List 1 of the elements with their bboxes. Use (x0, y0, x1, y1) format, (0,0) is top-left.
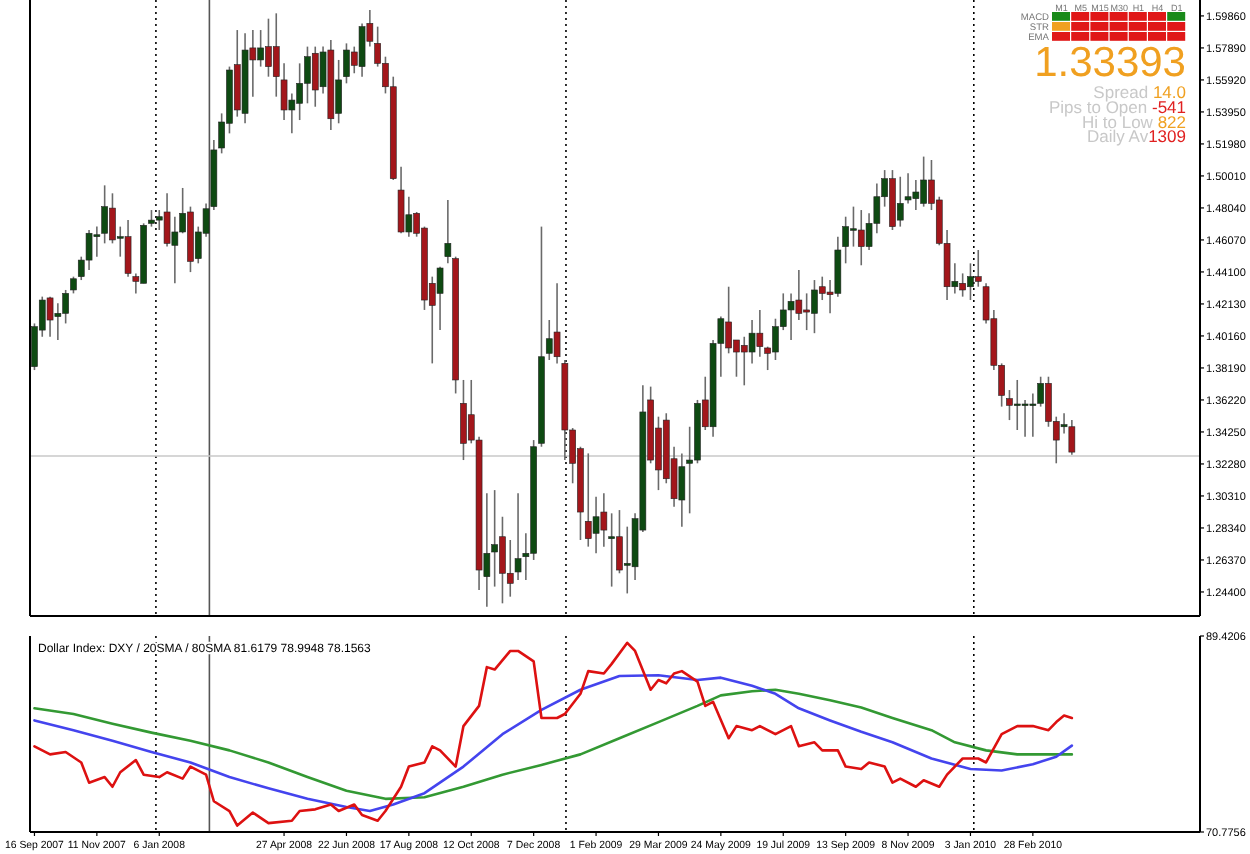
annotation: 1.33393 (1034, 40, 1186, 86)
